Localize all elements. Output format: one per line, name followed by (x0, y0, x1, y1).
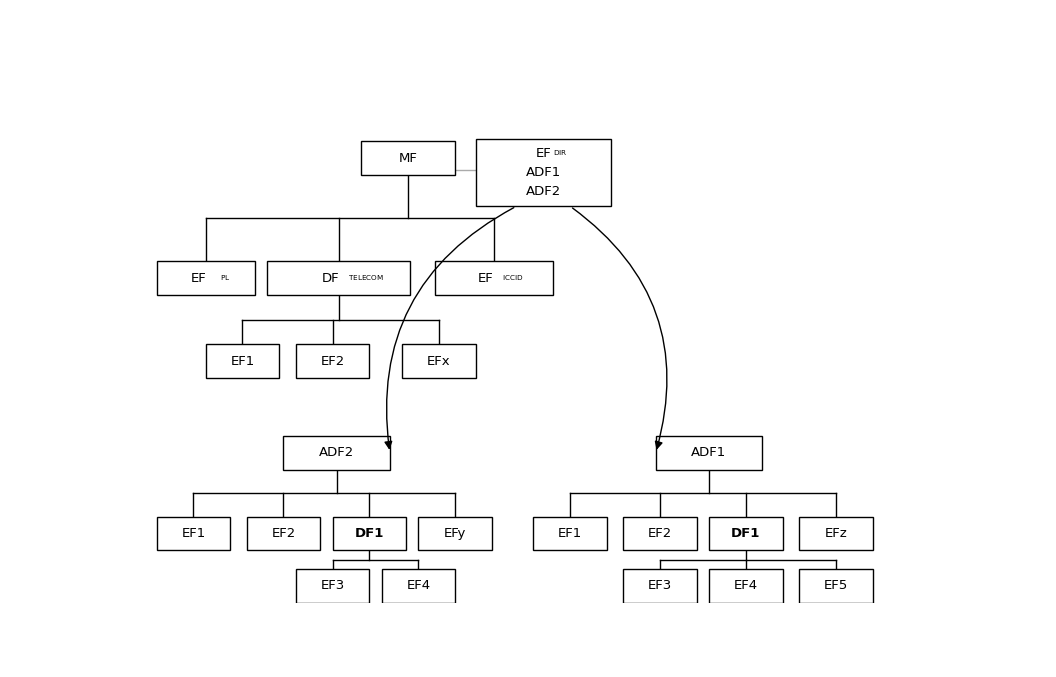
FancyBboxPatch shape (418, 517, 492, 550)
FancyBboxPatch shape (656, 436, 762, 470)
Text: ADF1: ADF1 (692, 446, 727, 459)
Text: ADF2: ADF2 (526, 185, 561, 198)
Text: $_{\mathregular{DIR}}$: $_{\mathregular{DIR}}$ (553, 148, 568, 158)
FancyBboxPatch shape (799, 517, 872, 550)
Text: $_{\mathregular{PL}}$: $_{\mathregular{PL}}$ (221, 273, 231, 283)
Text: EF2: EF2 (320, 355, 344, 368)
FancyBboxPatch shape (206, 345, 279, 378)
FancyBboxPatch shape (361, 141, 455, 175)
Text: DF1: DF1 (355, 527, 384, 540)
Text: DF1: DF1 (731, 527, 760, 540)
Text: EF1: EF1 (558, 527, 582, 540)
Text: EFx: EFx (427, 355, 451, 368)
Text: $_{\mathregular{TELECOM}}$: $_{\mathregular{TELECOM}}$ (348, 273, 384, 283)
FancyBboxPatch shape (709, 517, 782, 550)
FancyBboxPatch shape (475, 139, 610, 206)
FancyBboxPatch shape (333, 517, 407, 550)
Text: EF3: EF3 (320, 579, 344, 592)
FancyArrowPatch shape (385, 208, 514, 448)
Text: EF: EF (535, 147, 551, 160)
FancyBboxPatch shape (402, 345, 475, 378)
Text: EF4: EF4 (407, 579, 431, 592)
Text: EFz: EFz (825, 527, 847, 540)
Text: EF: EF (478, 271, 494, 284)
Text: EF5: EF5 (824, 579, 848, 592)
Text: EF1: EF1 (230, 355, 254, 368)
Text: EF4: EF4 (734, 579, 758, 592)
FancyBboxPatch shape (296, 569, 370, 603)
FancyBboxPatch shape (435, 261, 553, 295)
FancyBboxPatch shape (247, 517, 320, 550)
Text: EF1: EF1 (182, 527, 206, 540)
FancyBboxPatch shape (156, 261, 254, 295)
Text: EFy: EFy (445, 527, 467, 540)
FancyBboxPatch shape (381, 569, 455, 603)
Text: EF: EF (191, 271, 207, 284)
Text: EF2: EF2 (647, 527, 672, 540)
FancyBboxPatch shape (623, 569, 697, 603)
Text: EF2: EF2 (271, 527, 296, 540)
FancyBboxPatch shape (533, 517, 606, 550)
Text: EF3: EF3 (647, 579, 672, 592)
FancyBboxPatch shape (296, 345, 370, 378)
Text: ADF2: ADF2 (319, 446, 354, 459)
FancyBboxPatch shape (799, 569, 872, 603)
Text: DF: DF (322, 271, 339, 284)
FancyArrowPatch shape (572, 208, 667, 448)
FancyBboxPatch shape (156, 517, 230, 550)
Text: $_{\mathregular{ICCID}}$: $_{\mathregular{ICCID}}$ (503, 273, 524, 283)
Text: ADF1: ADF1 (526, 166, 561, 179)
FancyBboxPatch shape (283, 436, 390, 470)
FancyBboxPatch shape (709, 569, 782, 603)
FancyBboxPatch shape (623, 517, 697, 550)
Text: MF: MF (399, 152, 417, 165)
FancyBboxPatch shape (267, 261, 410, 295)
